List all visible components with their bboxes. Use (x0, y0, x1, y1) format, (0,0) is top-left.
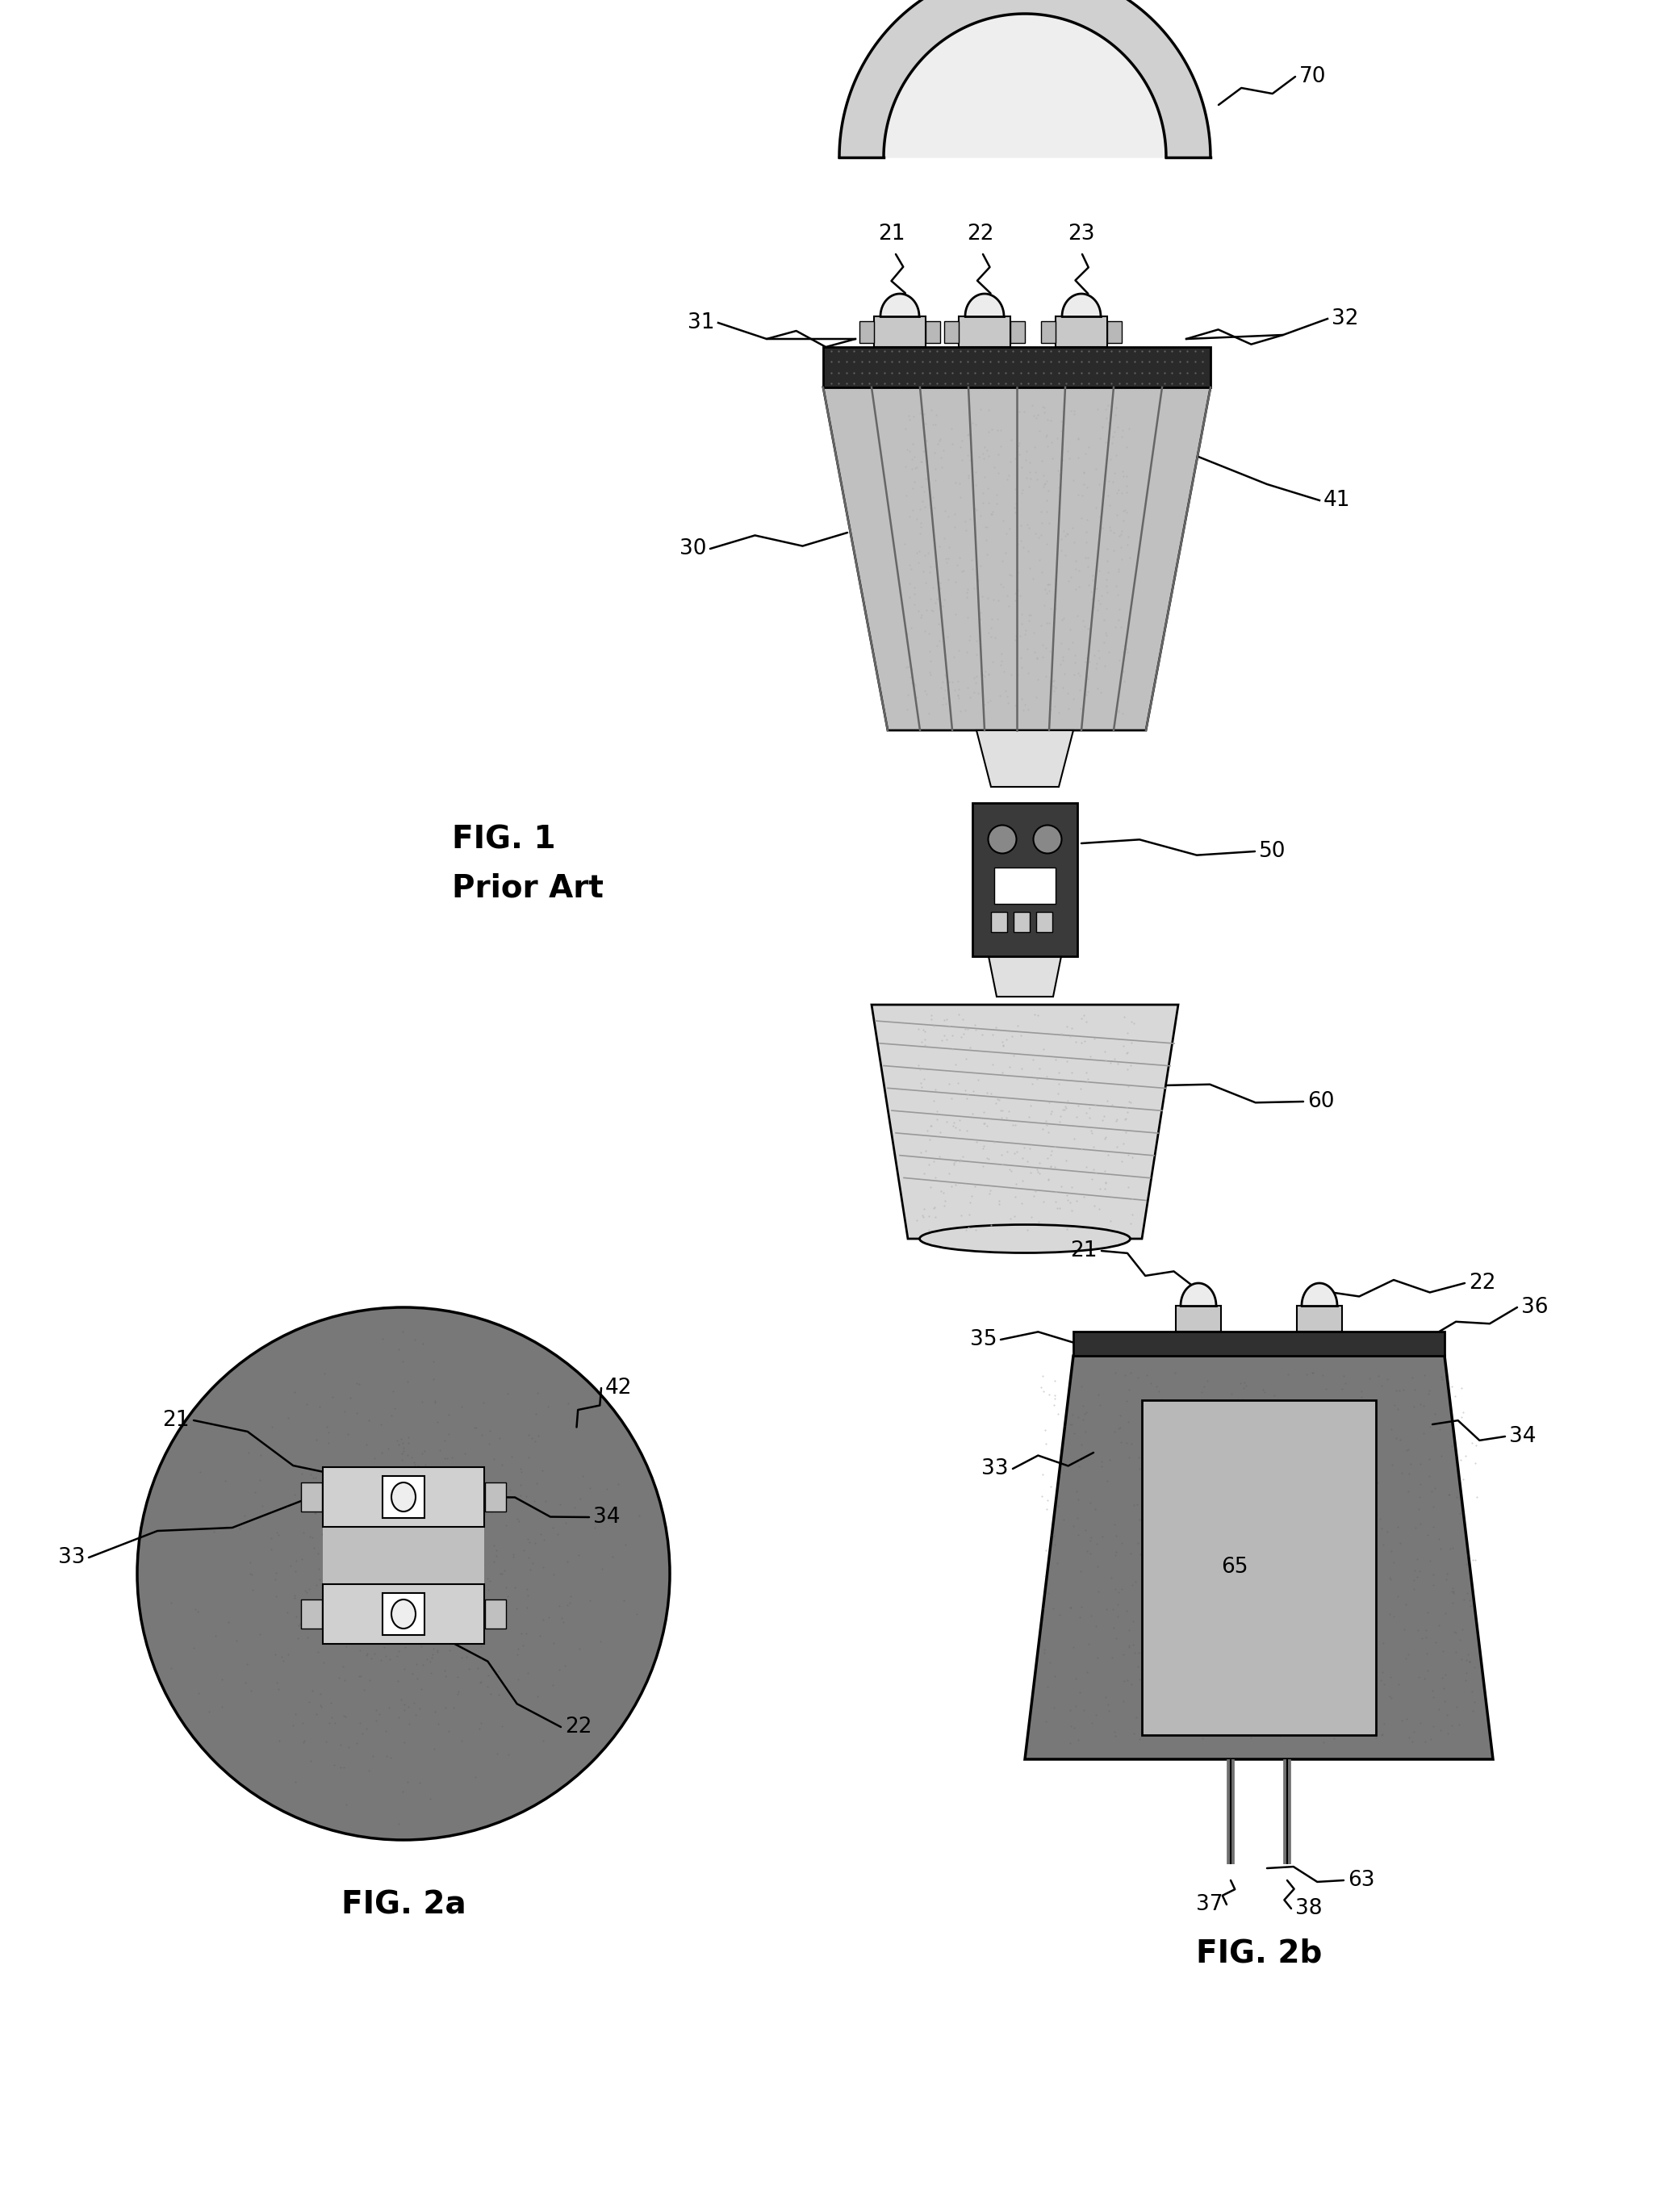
Polygon shape (973, 803, 1077, 956)
Polygon shape (485, 1599, 506, 1628)
Polygon shape (300, 1482, 322, 1511)
Ellipse shape (392, 1599, 415, 1628)
Text: 41: 41 (1323, 489, 1351, 511)
Polygon shape (322, 1467, 485, 1526)
Polygon shape (989, 956, 1061, 998)
Polygon shape (1014, 911, 1029, 931)
Polygon shape (872, 1004, 1179, 1239)
Text: 50: 50 (1258, 841, 1286, 863)
Polygon shape (873, 316, 926, 347)
Polygon shape (1041, 321, 1056, 343)
Text: 21: 21 (163, 1409, 189, 1431)
Polygon shape (1024, 1356, 1492, 1759)
Text: 37: 37 (1195, 1893, 1223, 1916)
Polygon shape (1074, 1332, 1444, 1356)
Text: FIG. 2b: FIG. 2b (1195, 1938, 1321, 1969)
Text: 65: 65 (1222, 1557, 1248, 1577)
Text: 70: 70 (1300, 66, 1326, 86)
Text: FIG. 1: FIG. 1 (452, 823, 556, 854)
Polygon shape (883, 13, 1165, 157)
Text: 21: 21 (878, 223, 905, 246)
Text: 42: 42 (606, 1378, 632, 1398)
Text: 22: 22 (1469, 1272, 1496, 1294)
Text: 32: 32 (1331, 307, 1358, 330)
Polygon shape (991, 911, 1008, 931)
Text: 33: 33 (58, 1546, 85, 1568)
Text: 33: 33 (981, 1458, 1009, 1480)
Polygon shape (1180, 1283, 1217, 1305)
Text: 22: 22 (968, 223, 994, 246)
Polygon shape (926, 321, 940, 343)
Text: 23: 23 (1067, 223, 1096, 246)
Ellipse shape (392, 1482, 415, 1511)
Polygon shape (1036, 911, 1052, 931)
Ellipse shape (988, 825, 1016, 854)
Polygon shape (1175, 1305, 1222, 1332)
Text: 35: 35 (969, 1329, 996, 1349)
Polygon shape (322, 1584, 485, 1644)
Text: 38: 38 (1295, 1898, 1323, 1920)
Circle shape (138, 1307, 671, 1840)
Text: 34: 34 (1509, 1427, 1536, 1447)
Polygon shape (976, 730, 1074, 787)
Polygon shape (382, 1593, 425, 1635)
Polygon shape (382, 1475, 425, 1517)
Polygon shape (1056, 316, 1107, 347)
Polygon shape (300, 1599, 322, 1628)
Polygon shape (322, 1526, 485, 1584)
Polygon shape (1062, 294, 1101, 316)
Polygon shape (840, 0, 1210, 157)
Polygon shape (1142, 1400, 1376, 1734)
Polygon shape (1296, 1305, 1341, 1332)
Ellipse shape (1034, 825, 1062, 854)
Text: 21: 21 (1071, 1241, 1097, 1261)
Ellipse shape (920, 1225, 1130, 1252)
Text: 22: 22 (564, 1717, 593, 1736)
Text: 30: 30 (679, 538, 706, 560)
Polygon shape (485, 1482, 506, 1511)
Polygon shape (1011, 321, 1024, 343)
Polygon shape (860, 321, 873, 343)
Text: 36: 36 (1521, 1296, 1549, 1318)
Polygon shape (994, 867, 1056, 905)
Polygon shape (823, 347, 1210, 387)
Text: 34: 34 (593, 1506, 621, 1528)
Polygon shape (1107, 321, 1122, 343)
Polygon shape (945, 321, 959, 343)
Polygon shape (1301, 1283, 1338, 1305)
Polygon shape (880, 294, 920, 316)
Text: 63: 63 (1348, 1869, 1374, 1891)
Polygon shape (964, 294, 1004, 316)
Text: 31: 31 (687, 312, 714, 334)
Text: Prior Art: Prior Art (452, 872, 604, 902)
Polygon shape (823, 387, 1210, 730)
Text: FIG. 2a: FIG. 2a (340, 1889, 466, 1920)
Text: 60: 60 (1308, 1091, 1335, 1113)
Polygon shape (959, 316, 1011, 347)
